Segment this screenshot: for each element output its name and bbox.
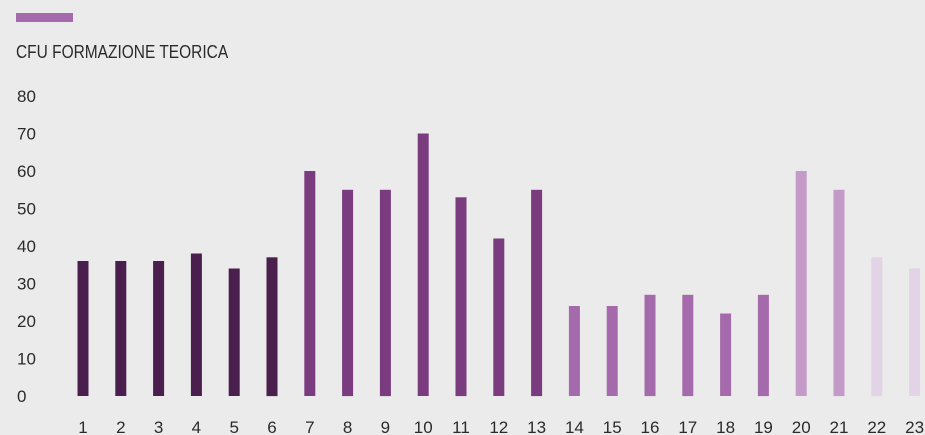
bar-18 (720, 313, 732, 396)
x-tick-label: 1 (78, 418, 87, 435)
x-tick-label: 5 (229, 418, 238, 435)
bar-6 (266, 257, 278, 397)
bar-13 (531, 189, 543, 397)
y-tick-label: 10 (17, 350, 36, 369)
x-tick-label: 14 (565, 418, 584, 435)
x-tick-label: 2 (116, 418, 125, 435)
bar-16 (644, 294, 656, 397)
legend-swatch (16, 13, 73, 22)
x-tick-label: 16 (641, 418, 660, 435)
x-tick-label: 7 (305, 418, 314, 435)
bar-19 (757, 294, 769, 397)
x-tick-label: 18 (716, 418, 735, 435)
y-tick-label: 60 (17, 162, 36, 181)
x-tick-label: 23 (905, 418, 924, 435)
bar-7 (304, 171, 316, 396)
x-tick-label: 17 (678, 418, 697, 435)
bar-11 (455, 197, 467, 397)
bar-3 (153, 261, 165, 396)
y-tick-label: 0 (17, 387, 26, 406)
y-tick-label: 40 (17, 237, 36, 256)
bar-8 (342, 189, 354, 397)
bar-14 (568, 306, 580, 396)
x-tick-label: 6 (267, 418, 276, 435)
x-tick-label: 13 (527, 418, 546, 435)
bar-12 (493, 238, 505, 396)
x-tick-label: 8 (343, 418, 352, 435)
y-axis-ticks: 0 10 20 30 40 50 60 70 80 (17, 87, 36, 406)
x-tick-label: 19 (754, 418, 773, 435)
x-tick-label: 15 (603, 418, 622, 435)
bar-21 (833, 189, 845, 397)
bar-17 (682, 294, 694, 397)
x-tick-label: 22 (867, 418, 886, 435)
y-tick-label: 30 (17, 275, 36, 294)
bar-1 (77, 261, 89, 396)
x-tick-label: 11 (452, 418, 470, 435)
bar-2 (115, 261, 127, 396)
chart-title: CFU FORMAZIONE TEORICA (16, 42, 229, 62)
x-tick-label: 20 (792, 418, 811, 435)
bars (77, 133, 921, 397)
y-tick-label: 80 (17, 87, 36, 106)
bar-20 (795, 171, 807, 396)
bar-15 (606, 306, 618, 396)
x-tick-label: 12 (489, 418, 508, 435)
bar-9 (379, 189, 391, 397)
y-tick-label: 50 (17, 200, 36, 219)
y-tick-label: 20 (17, 312, 36, 331)
x-tick-label: 10 (414, 418, 433, 435)
bar-4 (190, 253, 202, 396)
bar-22 (871, 257, 883, 397)
bar-5 (228, 268, 240, 396)
x-tick-label: 9 (381, 418, 390, 435)
x-axis-ticks: 1 2 3 4 5 6 7 8 9 10 11 12 13 14 15 16 17 18 19 20 21 22 23 (78, 418, 924, 435)
y-tick-label: 70 (17, 125, 36, 144)
bar-23 (909, 268, 921, 396)
x-tick-label: 4 (192, 418, 201, 435)
x-tick-label: 3 (154, 418, 163, 435)
x-tick-label: 21 (830, 418, 849, 435)
bar-10 (417, 133, 429, 396)
